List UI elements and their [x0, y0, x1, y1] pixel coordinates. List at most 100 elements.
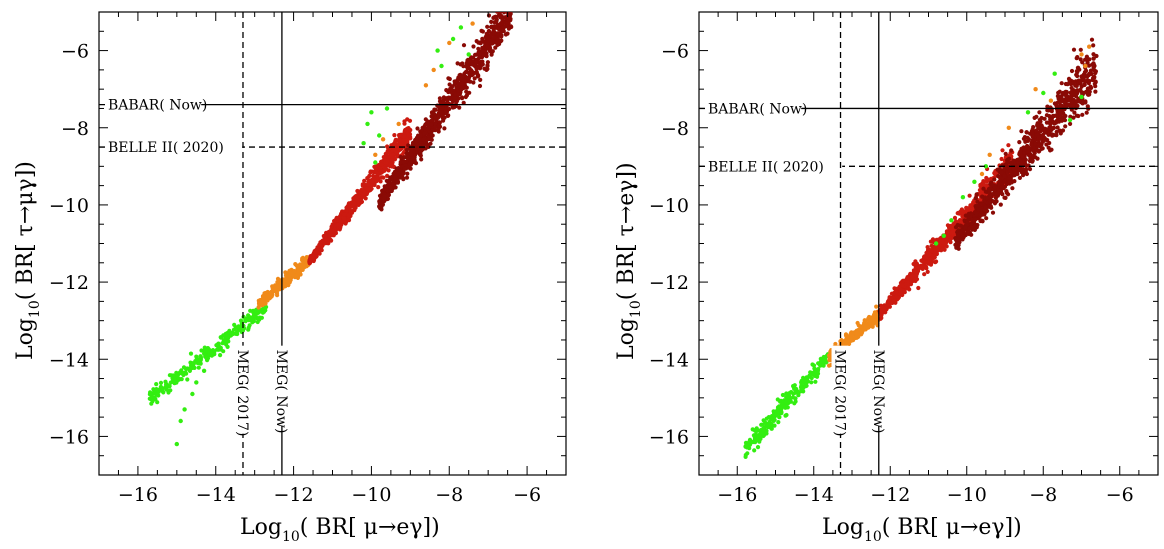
scatter-point-green [204, 356, 209, 361]
scatter-point-darkred [974, 192, 979, 197]
scatter-point-darkred [988, 200, 993, 205]
scatter-point-darkred [382, 194, 387, 199]
scatter-point-darkred [429, 118, 434, 123]
scatter-point-red [402, 121, 407, 126]
scatter-point-darkred [990, 182, 995, 187]
scatter-point-darkred [975, 203, 981, 208]
scatter-point-darkred [405, 171, 410, 176]
y-tick-label: −12 [49, 272, 89, 294]
scatter-point-red [883, 307, 888, 313]
scatter-point-darkred [464, 93, 469, 98]
scatter-point-red [366, 187, 371, 192]
scatter-point-darkred [447, 106, 452, 112]
reference-label-background [831, 345, 849, 434]
scatter-point-darkred [485, 38, 491, 43]
scatter-point-darkred [479, 28, 484, 33]
scatter-point-darkred [1030, 159, 1035, 164]
scatter-point-orange [300, 256, 305, 261]
scatter-point-green [752, 448, 757, 453]
scatter-point-darkred [469, 62, 474, 67]
scatter-point-darkred [389, 188, 394, 194]
scatter-point-red [390, 152, 395, 157]
scatter-point-green [793, 396, 798, 401]
scatter-point-red [379, 162, 384, 167]
scatter-point-darkred [1006, 192, 1011, 197]
scatter-point-darkred [506, 26, 511, 31]
scatter-point-darkred [418, 133, 423, 138]
scatter-point-darkred [1039, 123, 1044, 129]
scatter-point-darkred [963, 225, 968, 230]
scatter-point-green [751, 439, 756, 444]
scatter-point-darkred [1002, 174, 1007, 179]
scatter-point-darkred [481, 53, 486, 58]
scatter-point-green [811, 363, 817, 368]
scatter-point-green [787, 391, 792, 396]
scatter-point-green [178, 418, 183, 424]
scatter-point-darkred [485, 66, 490, 72]
scatter-point-orange [827, 363, 832, 368]
left-reference-lines: BABAR( Now) BELLE II( 2020) MEG( Now) MEG( … [99, 12, 566, 475]
scatter-point-darkred [1065, 82, 1070, 87]
scatter-point-red [371, 176, 376, 181]
scatter-point-darkred [1087, 89, 1092, 94]
reference-line-label: BELLE II( 2020) [708, 159, 824, 175]
scatter-point-darkred [1021, 171, 1026, 176]
scatter-point-darkred [1030, 131, 1035, 136]
scatter-point-darkred [501, 0, 505, 3]
scatter-point-darkred [1047, 114, 1052, 119]
scatter-point-darkred [484, 31, 489, 36]
scatter-point-red [942, 247, 947, 252]
scatter-point-darkred [432, 107, 437, 112]
scatter-point-darkred [443, 109, 448, 114]
scatter-point-orange [275, 280, 280, 285]
scatter-point-darkred [419, 157, 424, 162]
scatter-point-orange [846, 341, 851, 346]
scatter-point-darkred [1034, 128, 1039, 133]
scatter-point-darkred [1054, 129, 1059, 134]
scatter-point-darkred [997, 166, 1003, 172]
scatter-point-green [435, 48, 440, 53]
scatter-point-orange [833, 341, 838, 347]
scatter-point-green [203, 348, 208, 353]
scatter-point-darkred [1004, 189, 1009, 194]
scatter-point-green [780, 392, 786, 398]
scatter-point-darkred [454, 86, 459, 91]
scatter-point-red [363, 182, 368, 187]
scatter-point-orange [380, 137, 386, 142]
scatter-point-darkred [1091, 56, 1096, 61]
scatter-point-red [906, 276, 911, 281]
scatter-point-green [232, 322, 237, 327]
scatter-point-darkred [1069, 68, 1075, 74]
scatter-point-darkred [986, 186, 992, 192]
scatter-point-darkred [1031, 148, 1036, 153]
reference-line-label: MEG( Now) [273, 350, 289, 434]
scatter-point-darkred [1078, 47, 1083, 52]
scatter-point-green [766, 422, 771, 427]
scatter-point-red [924, 260, 930, 265]
scatter-point-orange [843, 333, 849, 338]
scatter-point-red [334, 215, 339, 220]
scatter-point-green [248, 308, 253, 313]
scatter-point-green [181, 371, 186, 376]
scatter-point-darkred [1022, 151, 1027, 156]
scatter-point-darkred [498, 12, 503, 14]
scatter-point-darkred [485, 63, 490, 69]
scatter-point-green [744, 443, 749, 448]
scatter-point-darkred [404, 175, 410, 180]
scatter-point-green [244, 316, 249, 321]
scatter-point-darkred [404, 147, 410, 152]
scatter-point-darkred [1007, 169, 1013, 174]
scatter-point-darkred [1039, 115, 1044, 121]
scatter-point-orange [297, 263, 302, 268]
scatter-point-darkred [1025, 143, 1030, 149]
scatter-point-green [209, 351, 214, 356]
scatter-point-red [376, 185, 381, 190]
scatter-point-green [747, 439, 752, 444]
scatter-point-orange [874, 304, 879, 309]
scatter-point-darkred [507, 0, 511, 1]
scatter-point-red [946, 232, 951, 237]
scatter-point-green [252, 315, 257, 320]
scatter-point-green [154, 392, 159, 397]
scatter-point-green [153, 397, 158, 402]
scatter-point-darkred [495, 12, 500, 14]
